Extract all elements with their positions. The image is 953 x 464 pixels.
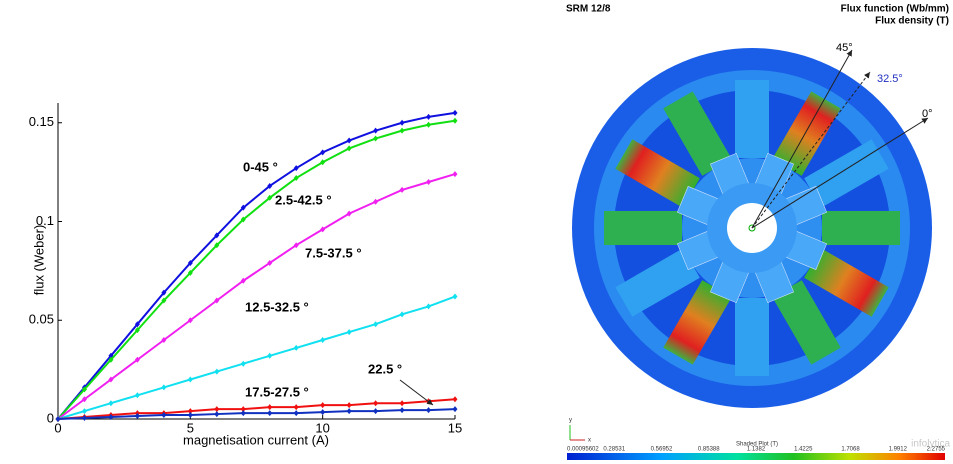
point	[188, 412, 193, 418]
x-tick-label: 15	[448, 420, 462, 435]
stator-pole	[735, 298, 769, 376]
point	[400, 187, 405, 193]
colorbar-label: 0.56952	[651, 447, 673, 453]
point	[347, 138, 352, 144]
legend-line: Flux function (Wb/mm)	[841, 4, 949, 15]
point	[267, 353, 272, 359]
point	[241, 361, 246, 367]
stator-pole	[822, 211, 900, 245]
colorbar-label: 2.2755	[927, 447, 946, 453]
x-tick-label: 0	[54, 420, 61, 435]
point	[241, 410, 246, 416]
x-tick-label: 5	[187, 420, 194, 435]
series-label: 0-45 °	[243, 159, 278, 174]
point	[453, 396, 458, 402]
legend-line: Flux density (T)	[875, 16, 949, 27]
point	[373, 128, 378, 134]
point	[347, 408, 352, 414]
colorbar-label: 1.7068	[841, 447, 860, 453]
axis-label: x	[588, 438, 591, 444]
series-line	[58, 297, 455, 419]
x-tick-label: 10	[315, 420, 329, 435]
point	[373, 136, 378, 142]
point	[453, 171, 458, 177]
figure-title: SRM 12/8	[566, 4, 611, 15]
page: flux (Weber) magnetisation current (A) 0…	[0, 0, 953, 464]
point	[347, 329, 352, 335]
point	[188, 377, 193, 383]
point	[400, 311, 405, 317]
point	[373, 321, 378, 327]
point	[320, 402, 325, 408]
stator-pole	[735, 80, 769, 158]
series-label: 2.5-42.5 °	[275, 192, 332, 207]
colorbar-label: 0.28531	[603, 447, 625, 453]
x-axis-label: magnetisation current (A)	[183, 432, 329, 447]
point	[347, 145, 352, 151]
angle-label: 32.5°	[877, 73, 903, 85]
point	[294, 404, 299, 410]
point	[108, 400, 113, 406]
point	[267, 404, 272, 410]
series-label: 7.5-37.5 °	[305, 245, 362, 260]
point	[400, 407, 405, 413]
angle-label: 45°	[836, 42, 853, 54]
point	[426, 122, 431, 128]
point	[453, 110, 458, 116]
colorbar-label: 0.85388	[698, 447, 720, 453]
point	[426, 407, 431, 413]
point	[135, 392, 140, 398]
point	[373, 408, 378, 414]
flux-chart: flux (Weber) magnetisation current (A) 0…	[29, 103, 463, 447]
point	[373, 199, 378, 205]
y-tick-label: 0.05	[29, 312, 54, 327]
point	[347, 402, 352, 408]
colorbar-label: 1.1382	[747, 447, 766, 453]
angle-label: 0°	[922, 108, 933, 120]
y-tick-label: 0.1	[36, 213, 54, 228]
point	[320, 409, 325, 415]
y-tick-label: 0	[47, 410, 54, 425]
colorbar	[567, 453, 945, 460]
point	[214, 369, 219, 375]
y-axis-label: flux (Weber)	[31, 225, 46, 296]
point	[214, 411, 219, 417]
series-line	[58, 174, 455, 419]
point	[453, 406, 458, 412]
colorbar-label: 1.4225	[794, 447, 813, 453]
point	[294, 345, 299, 351]
colorbar-label: 0.00095602	[567, 447, 599, 453]
point	[82, 408, 87, 414]
point	[373, 400, 378, 406]
point	[267, 410, 272, 416]
point	[400, 128, 405, 134]
series-label: 12.5-32.5 °	[245, 299, 309, 314]
colorbar-label: 1.9912	[889, 447, 908, 453]
point	[400, 120, 405, 126]
point	[453, 294, 458, 300]
point	[426, 114, 431, 120]
point	[426, 179, 431, 185]
stator-pole	[604, 211, 682, 245]
point	[453, 118, 458, 124]
series-label: 17.5-27.5 °	[245, 384, 309, 399]
point	[294, 410, 299, 416]
point	[400, 400, 405, 406]
y-tick-label: 0.15	[29, 114, 54, 129]
fea-plot: SRM 12/8 Flux function (Wb/mm) Flux dens…	[566, 4, 950, 460]
point	[426, 303, 431, 309]
axis-label: y	[569, 418, 572, 424]
point	[161, 384, 166, 390]
point	[320, 337, 325, 343]
series-label: 22.5 °	[368, 361, 402, 376]
